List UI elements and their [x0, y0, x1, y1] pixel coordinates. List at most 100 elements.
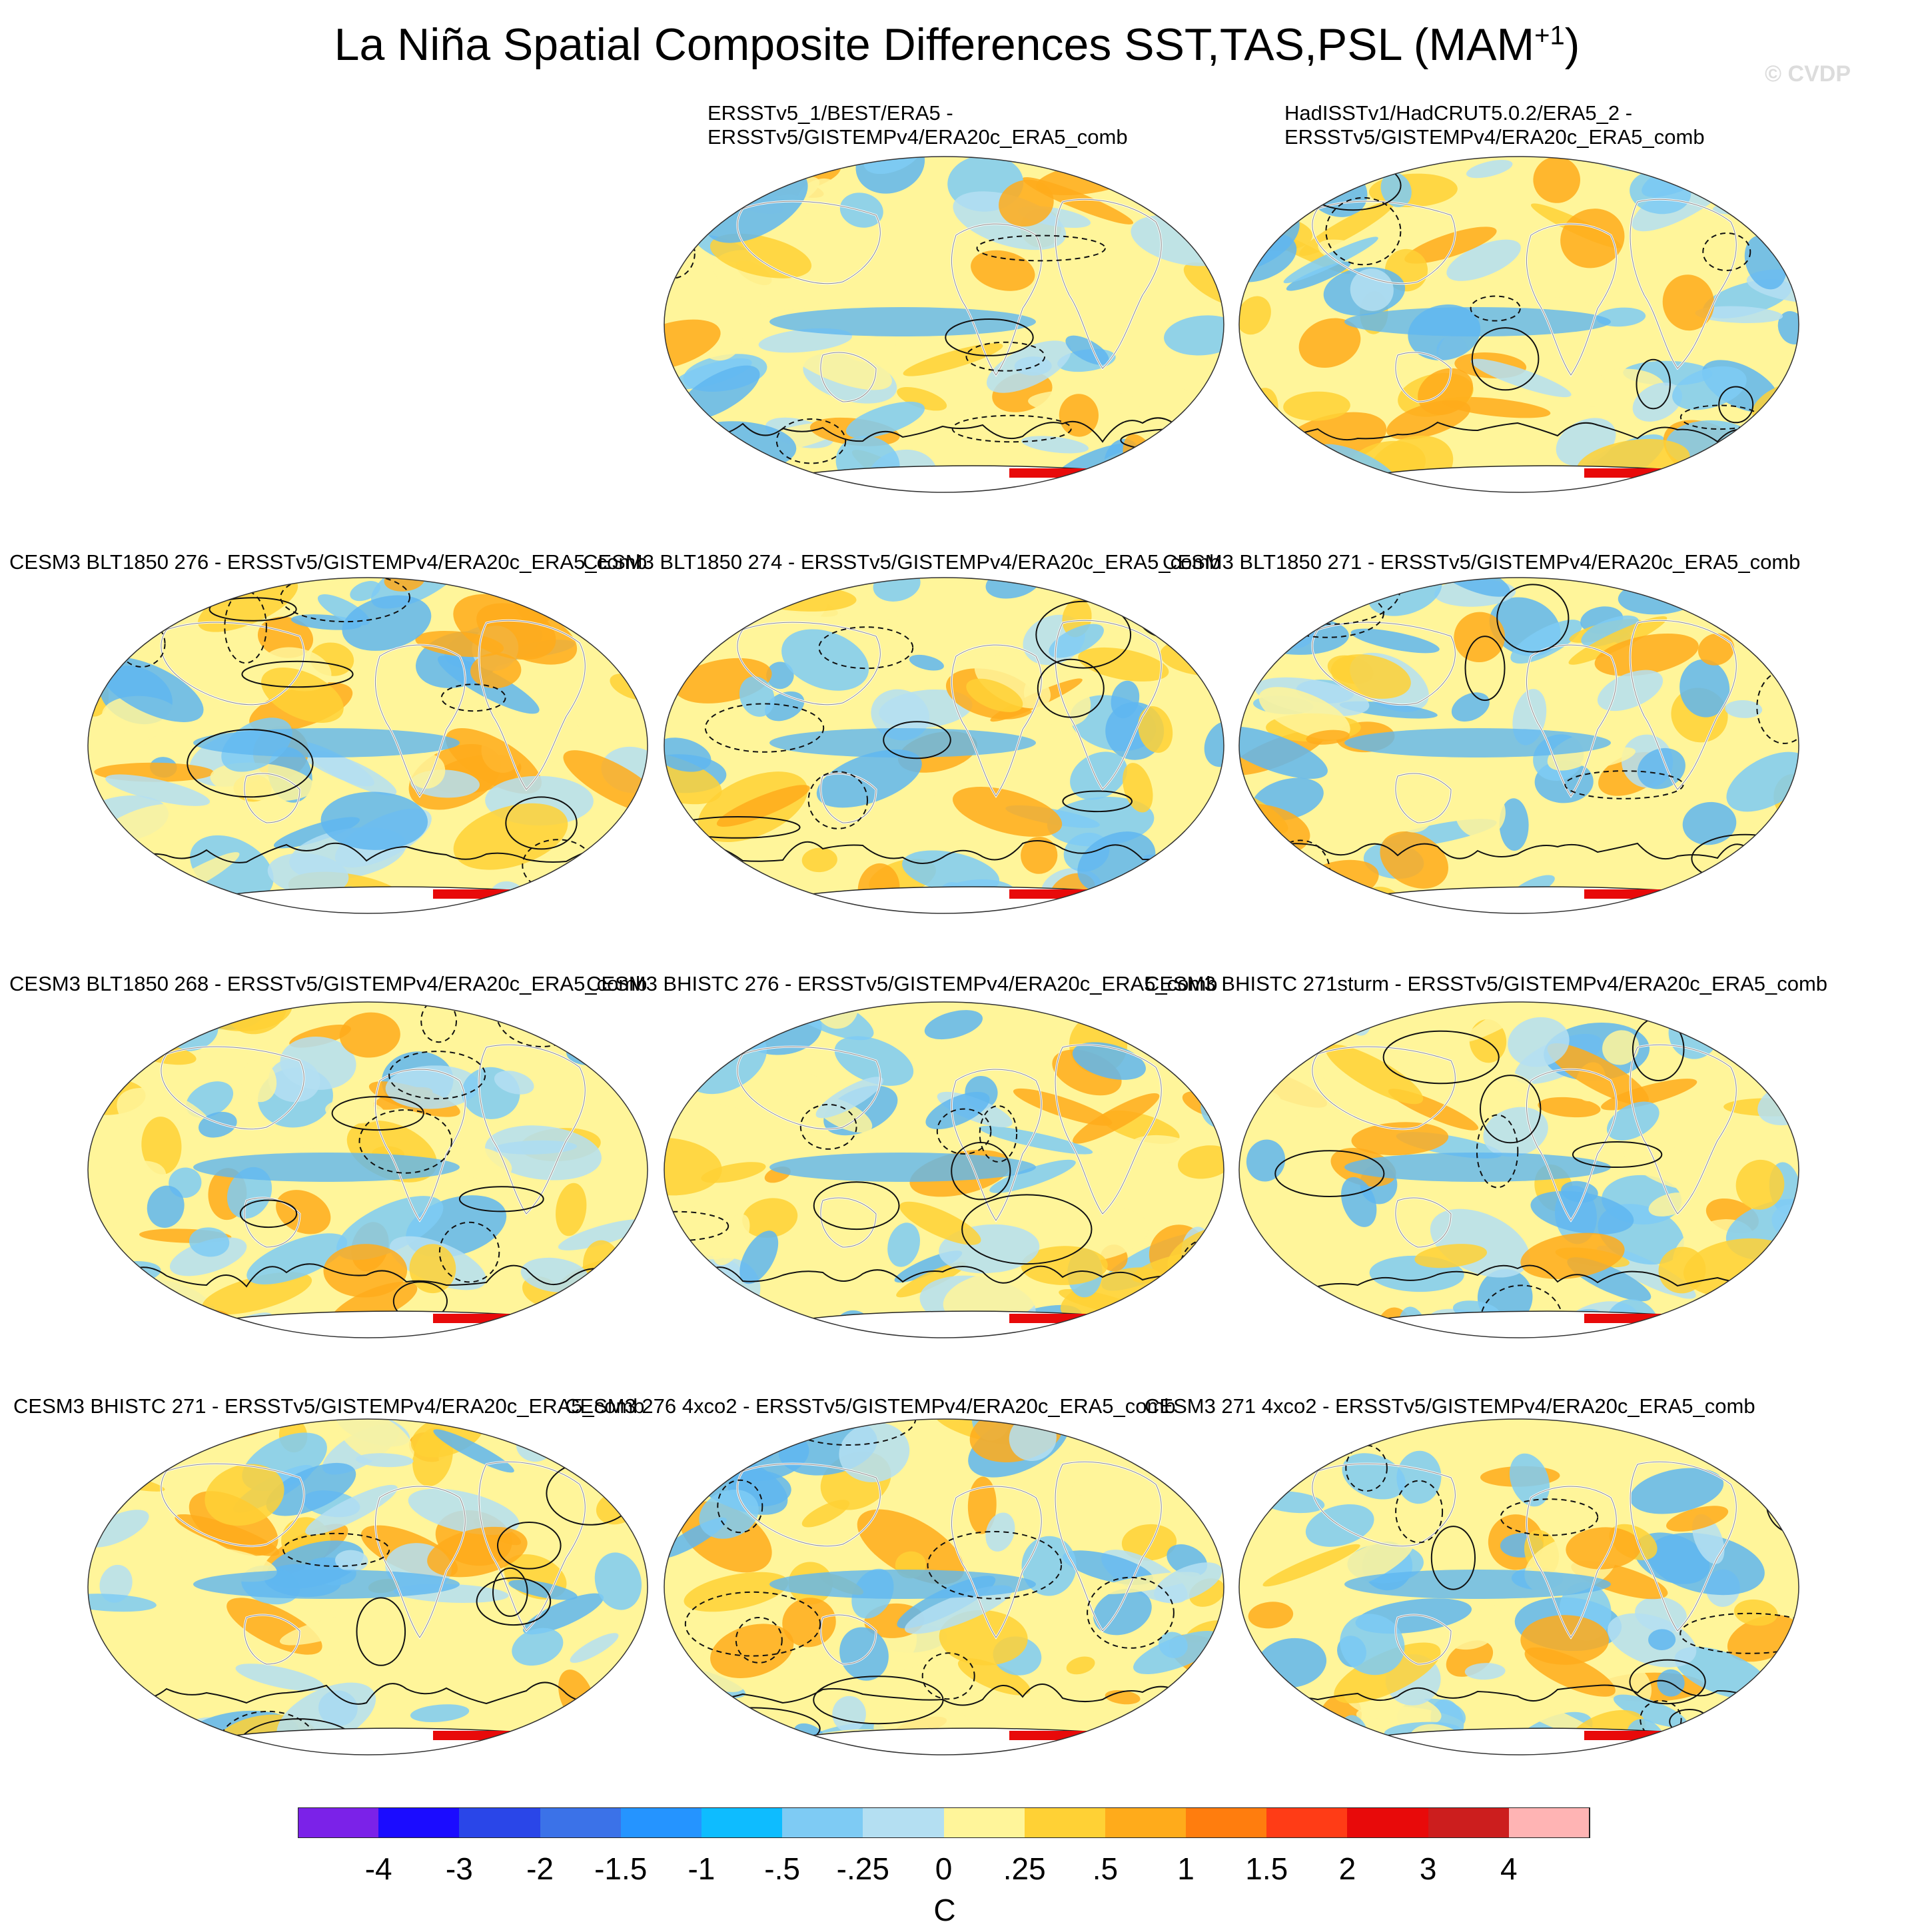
anomaly-blob: [1466, 159, 1513, 179]
anomaly-blob: [664, 157, 756, 183]
anomaly-blob: [1143, 441, 1215, 492]
anomaly-blob: [1288, 1419, 1339, 1440]
composite-map-11: [1238, 1418, 1799, 1755]
anomaly-blob: [1602, 1030, 1640, 1065]
anomaly-blob: [512, 1628, 564, 1666]
colorbar-tick-label: -1: [688, 1851, 716, 1886]
anomaly-blob: [342, 595, 432, 651]
continent-outline-shade: [1055, 199, 1162, 369]
colorbar-swatch: [1508, 1807, 1590, 1838]
anomaly-blob: [1290, 1733, 1360, 1755]
watermark: © CVDP: [1765, 61, 1851, 87]
psl-contour: [1062, 790, 1133, 813]
anomaly-blob: [320, 791, 428, 850]
anomaly-blob: [1340, 1614, 1405, 1676]
anomaly-blob: [871, 689, 929, 741]
anomaly-blob: [105, 774, 211, 806]
colorbar-swatch: [1186, 1807, 1268, 1838]
anomaly-blob: [839, 1422, 910, 1482]
continent-outline-shade: [1526, 1069, 1617, 1221]
anomaly-blob: [1284, 582, 1330, 600]
composite-map-7: [664, 1001, 1224, 1338]
anomaly-blob: [1748, 845, 1798, 876]
anomaly-blob: [1666, 1506, 1729, 1532]
anomaly-blob: [1070, 751, 1128, 800]
anomaly-blob: [1239, 296, 1271, 335]
psl-contour: [711, 157, 757, 179]
anomaly-blob: [924, 1010, 983, 1040]
anomaly-blob: [1568, 616, 1668, 665]
panel-title-3: CESM3 BLT1850 276 - ERSSTv5/GISTEMPv4/ER…: [9, 550, 648, 574]
psl-contour: [883, 721, 951, 759]
anomaly-blob: [1434, 578, 1510, 597]
figure-title: La Niña Spatial Composite Differences SS…: [334, 19, 1580, 70]
anomaly-blob: [979, 1126, 1093, 1155]
ross-ice-shelf-anomaly: [433, 1314, 513, 1323]
anomaly-blob: [781, 629, 869, 691]
continent-outline-shade: [1630, 1461, 1737, 1632]
anomaly-blob: [98, 657, 204, 722]
anomaly-blob: [552, 1317, 609, 1338]
anomaly-blob: [664, 1317, 729, 1338]
colorbar-tick-label: .5: [1092, 1851, 1119, 1886]
colorbar-tick-label: 0: [935, 1851, 953, 1886]
psl-contour: [331, 1096, 424, 1131]
anomaly-blob: [897, 386, 947, 411]
anomaly-blob: [664, 737, 712, 772]
anomaly-blob: [1330, 654, 1411, 699]
psl-contour: [684, 1591, 821, 1657]
anomaly-blob: [1325, 1044, 1424, 1105]
anomaly-blob: [446, 727, 542, 794]
anomaly-blob: [1613, 1694, 1687, 1727]
psl-contour: [799, 1104, 857, 1150]
anomaly-blob: [1306, 729, 1350, 745]
psl-contour: [356, 1597, 406, 1666]
anomaly-blob: [902, 850, 1000, 894]
anomaly-blob: [873, 578, 921, 602]
psl-contour: [1274, 1150, 1385, 1198]
anomaly-blob: [576, 578, 616, 606]
composite-map-2: [1238, 156, 1799, 493]
continent-outline-shade: [244, 1197, 300, 1248]
ross-ice-shelf-anomaly: [433, 1731, 513, 1740]
anomaly-blob: [570, 1633, 619, 1663]
equatorial-anomaly-band: [1344, 307, 1611, 336]
anomaly-blob: [904, 1585, 1013, 1634]
anomaly-blob: [1597, 670, 1664, 712]
continent-outline-shade: [820, 1197, 877, 1248]
colorbar-swatch: [1266, 1807, 1348, 1838]
psl-contour: [717, 1479, 763, 1534]
anomaly-blob: [1129, 1135, 1198, 1163]
anomaly-blob: [267, 853, 349, 895]
anomaly-blob: [266, 1462, 356, 1516]
anomaly-blob: [1065, 335, 1109, 365]
anomaly-blob: [1196, 655, 1224, 672]
psl-contour: [239, 1199, 298, 1228]
anomaly-blob: [1606, 1101, 1660, 1141]
anomaly-blob: [1724, 461, 1794, 486]
anomaly-blob: [606, 578, 648, 600]
colorbar-tick-label: -.5: [764, 1851, 800, 1886]
colorbar-swatch: [1428, 1807, 1510, 1838]
psl-contour: [1564, 770, 1684, 799]
anomaly-blob: [1121, 1524, 1177, 1561]
anomaly-blob: [1538, 1097, 1601, 1118]
equatorial-anomaly-band: [193, 728, 460, 757]
panel-title-7: CESM3 BHISTC 276 - ERSSTv5/GISTEMPv4/ERA…: [586, 972, 1218, 995]
anomaly-blob: [235, 1664, 324, 1691]
colorbar-swatch: [298, 1807, 380, 1838]
anomaly-blob: [1256, 1002, 1342, 1039]
map-border: [1238, 156, 1799, 493]
composite-map-8: [1238, 1001, 1799, 1338]
psl-contour: [280, 578, 411, 623]
anomaly-blob: [323, 1244, 408, 1298]
anomaly-blob: [1622, 1138, 1707, 1190]
colorbar-swatch: [1105, 1807, 1187, 1838]
anomaly-blob: [1283, 391, 1350, 421]
anomaly-blob: [1483, 1107, 1548, 1157]
anomaly-blob: [1662, 274, 1715, 331]
anomaly-blob: [1283, 237, 1378, 284]
colorbar-tick-label: -4: [364, 1851, 392, 1886]
anomaly-blob: [88, 1298, 143, 1328]
anomaly-blob: [1149, 578, 1224, 596]
